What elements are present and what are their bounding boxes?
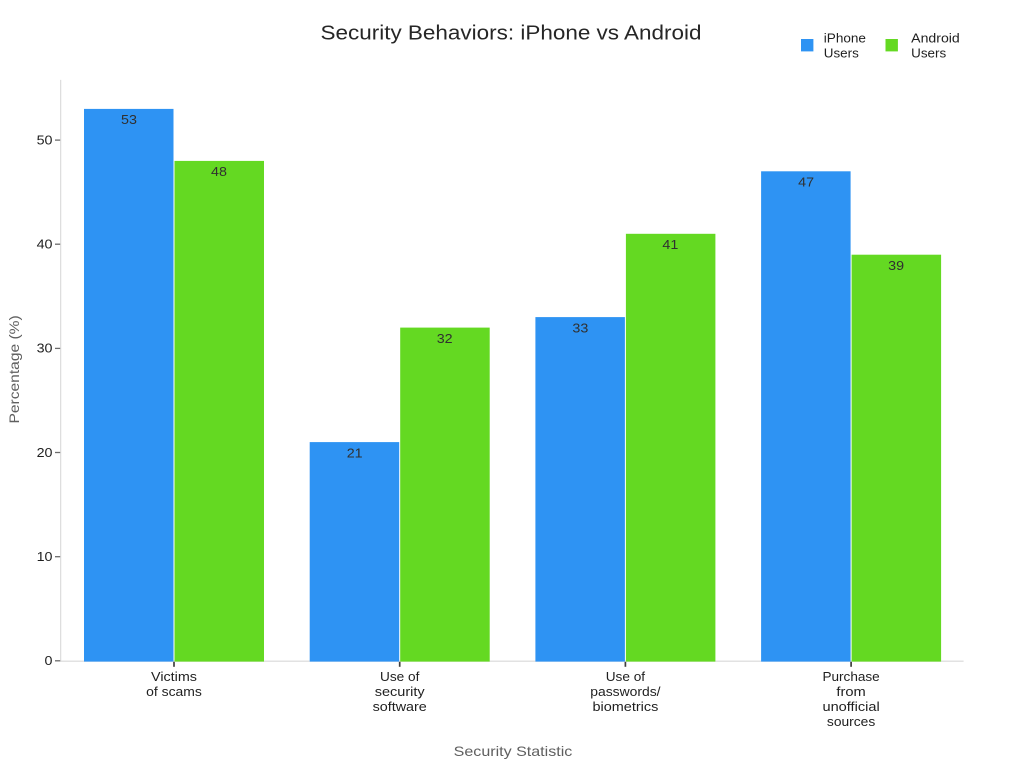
svg-text:iPhone: iPhone — [824, 31, 866, 45]
svg-text:39: 39 — [888, 259, 904, 273]
svg-text:40: 40 — [37, 238, 53, 252]
svg-text:from: from — [836, 685, 865, 699]
svg-text:41: 41 — [662, 238, 678, 252]
svg-text:security: security — [375, 685, 426, 699]
svg-text:biometrics: biometrics — [592, 700, 658, 714]
svg-text:Percentage (%): Percentage (%) — [6, 315, 22, 423]
svg-text:10: 10 — [37, 550, 53, 564]
svg-text:Users: Users — [824, 47, 859, 61]
svg-text:Security Statistic: Security Statistic — [454, 743, 573, 759]
svg-text:Security Behaviors: iPhone vs: Security Behaviors: iPhone vs Android — [321, 22, 702, 44]
svg-text:20: 20 — [37, 446, 53, 460]
svg-text:Use of: Use of — [606, 670, 646, 684]
svg-text:passwords/: passwords/ — [590, 685, 661, 699]
svg-text:unofficial: unofficial — [822, 700, 879, 714]
svg-text:33: 33 — [572, 321, 588, 335]
svg-text:Purchase: Purchase — [822, 670, 879, 684]
svg-text:32: 32 — [437, 332, 453, 346]
svg-text:21: 21 — [347, 446, 363, 460]
svg-text:48: 48 — [211, 165, 227, 179]
svg-text:30: 30 — [37, 342, 53, 356]
svg-text:Users: Users — [911, 47, 946, 61]
svg-text:50: 50 — [37, 133, 53, 147]
svg-text:sources: sources — [827, 715, 875, 729]
svg-text:0: 0 — [45, 654, 53, 668]
svg-text:of scams: of scams — [146, 685, 202, 699]
svg-text:Android: Android — [911, 31, 960, 45]
svg-text:software: software — [373, 700, 427, 714]
svg-text:Use of: Use of — [380, 670, 420, 684]
svg-text:47: 47 — [798, 176, 814, 190]
svg-text:53: 53 — [121, 113, 137, 127]
svg-text:Victims: Victims — [151, 670, 197, 684]
